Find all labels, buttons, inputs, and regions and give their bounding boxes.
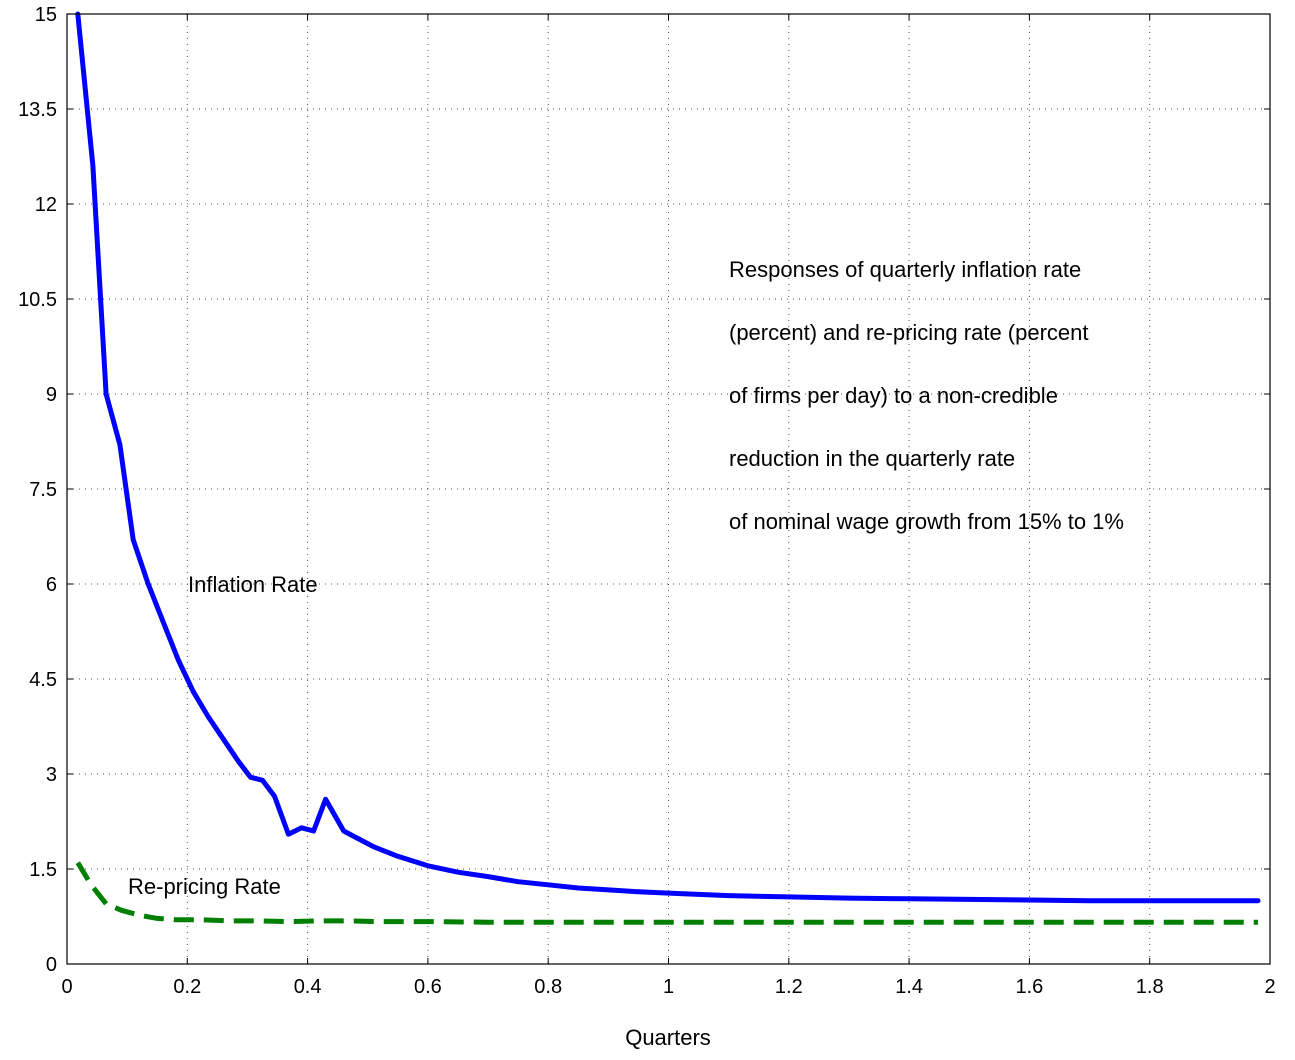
y-tick-label: 0 [46, 954, 57, 976]
x-tick-label: 1.8 [1136, 976, 1164, 998]
annotation-line-1: Responses of quarterly inflation rate [729, 257, 1081, 282]
x-axis-label: Quarters [625, 1025, 711, 1050]
y-tick-label: 10.5 [18, 289, 57, 311]
x-tick-label: 0.8 [534, 976, 562, 998]
annotation-line-5: of nominal wage growth from 15% to 1% [729, 509, 1124, 534]
x-tick-label: 1.6 [1015, 976, 1043, 998]
x-tick-label: 1 [663, 976, 674, 998]
x-tick-label: 2 [1264, 976, 1275, 998]
y-tick-label: 3 [46, 764, 57, 786]
axis-ticks: 0 0.2 0.4 0.6 0.8 1 1.2 1.4 1.6 1.8 2 0 1.5 3 4.5 6 7.5 9… [18, 4, 1276, 998]
series-line-inflation-rate [75, 11, 1261, 904]
x-tick-label: 1.4 [895, 976, 923, 998]
annotation-text: Responses of quarterly inflation rate (p… [729, 257, 1124, 534]
x-tick-label: 0.6 [414, 976, 442, 998]
y-tick-label: 7.5 [29, 479, 57, 501]
series-label-repricing-rate: Re-pricing Rate [128, 874, 281, 899]
y-tick-label: 6 [46, 574, 57, 596]
annotation-line-3: of firms per day) to a non-credible [729, 383, 1058, 408]
series-lines [75, 11, 1261, 925]
y-tick-label: 9 [46, 384, 57, 406]
x-tick-label: 1.2 [775, 976, 803, 998]
y-tick-label: 12 [35, 194, 57, 216]
annotation-line-4: reduction in the quarterly rate [729, 446, 1015, 471]
x-tick-label: 0.2 [173, 976, 201, 998]
series-label-inflation-rate: Inflation Rate [188, 572, 318, 597]
gridlines [67, 14, 1270, 964]
y-tick-label: 15 [35, 4, 57, 26]
series-line-re-pricing-rate [75, 861, 1258, 925]
x-tick-label: 0.4 [294, 976, 322, 998]
x-tick-label: 0 [61, 976, 72, 998]
y-tick-label: 1.5 [29, 859, 57, 881]
annotation-line-2: (percent) and re-pricing rate (percent [729, 320, 1089, 345]
y-tick-label: 4.5 [29, 669, 57, 691]
y-tick-label: 13.5 [18, 99, 57, 121]
